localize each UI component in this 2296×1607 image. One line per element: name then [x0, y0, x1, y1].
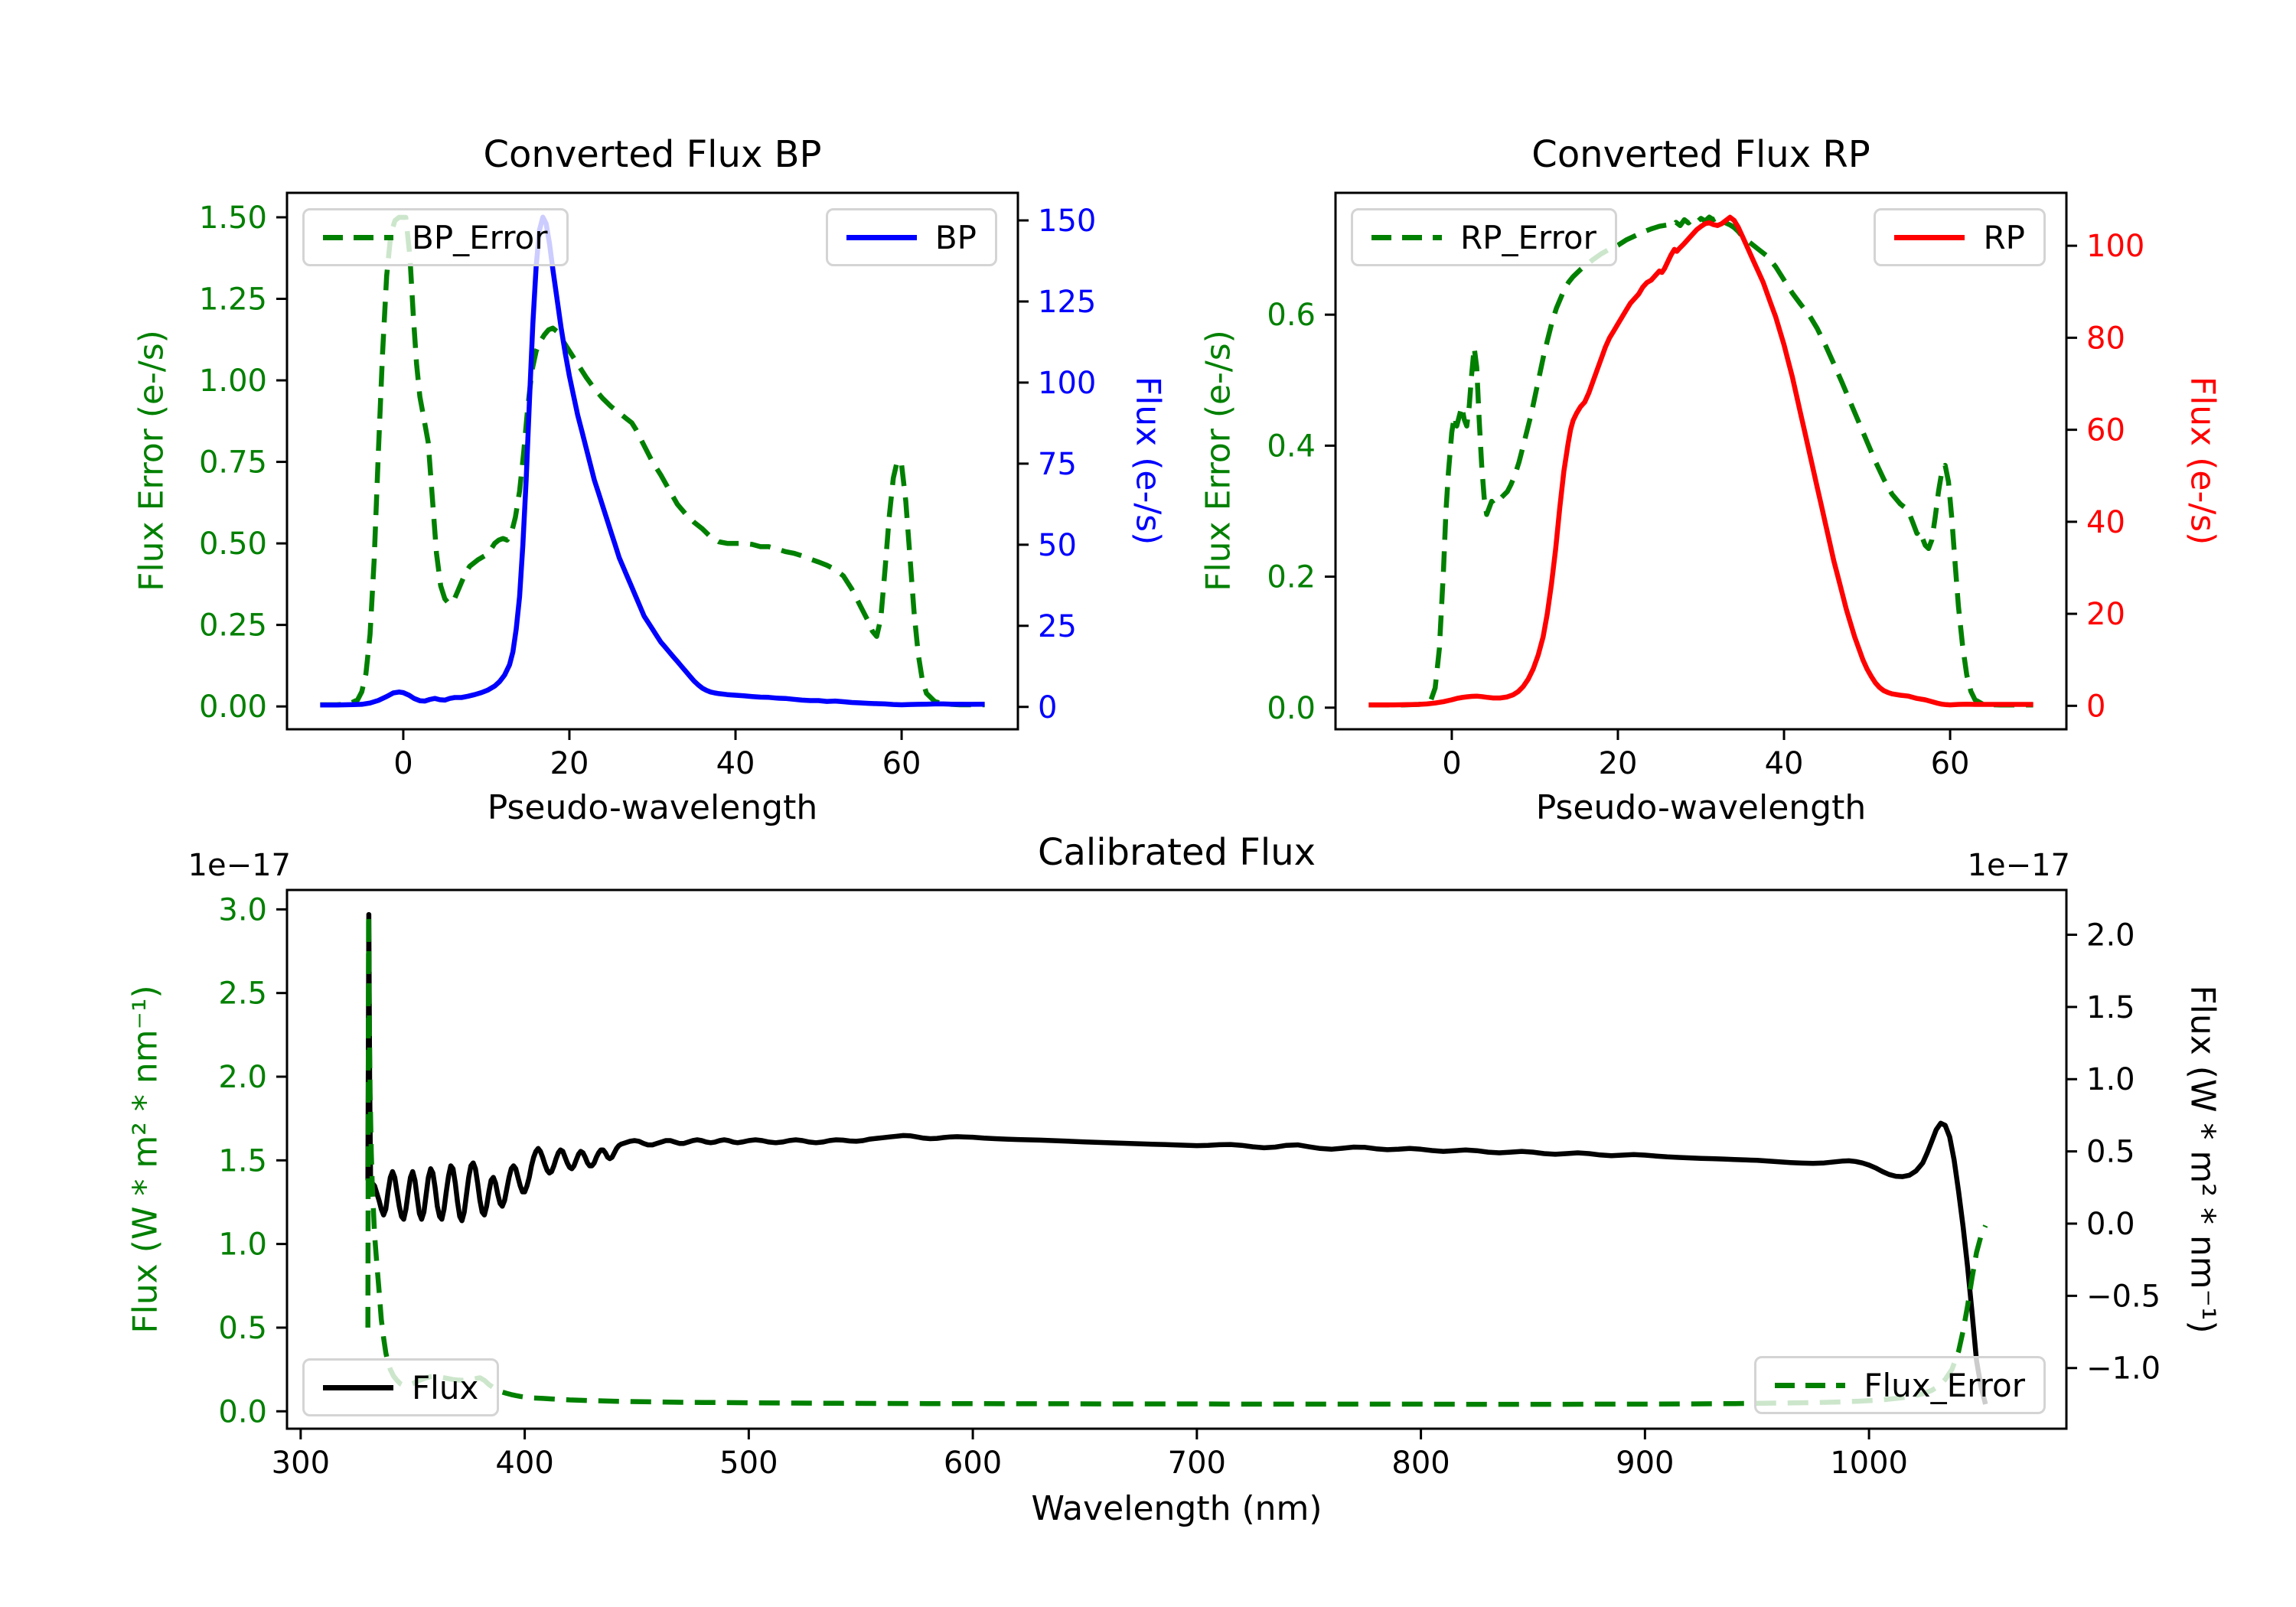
x-tick-label: 400: [495, 1446, 553, 1481]
yleft-tick-label: 1.0: [218, 1227, 267, 1263]
yleft-tick-label: 0.4: [1267, 429, 1316, 464]
bp-line: [320, 214, 985, 708]
bp-xaxis-label: Pseudo-wavelength: [487, 788, 818, 827]
chart-frame: [285, 191, 1019, 731]
yright-tick-label: 75: [1038, 447, 1077, 482]
flux-error-line-sample-icon: [1775, 1382, 1846, 1388]
x-tick-label: 0: [393, 746, 413, 781]
x-tick-label: 0: [1442, 746, 1461, 781]
yright-tick-label: 20: [2086, 597, 2125, 632]
bp-error-line-sample-icon: [323, 234, 393, 240]
x-tick-label: 600: [944, 1446, 1002, 1481]
legend-bp: BP: [825, 208, 997, 266]
legend-rp: RP: [1874, 208, 2046, 266]
yright-tick-label: 50: [1038, 528, 1077, 563]
rp-chart-title: Converted Flux RP: [1531, 133, 1870, 176]
chart-2: 300 400 500 600 700 800 900 1000 0.0 0.5 1.0 1.5 2.0…: [218, 888, 2161, 1481]
x-tick-label: 500: [719, 1446, 778, 1481]
yleft-tick-label: 0.5: [218, 1311, 267, 1346]
legend-bp-error-label: BP_Error: [412, 218, 548, 256]
x-tick-label: 20: [1599, 746, 1638, 781]
yright-tick-label: −1.0: [2086, 1351, 2161, 1387]
x-tick-label: 300: [272, 1446, 330, 1481]
yright-tick-label: 2.0: [2086, 918, 2135, 953]
rp-left-yaxis-label: Flux Error (e-/s): [1199, 330, 1238, 592]
cal-right-offset-label: 1e−17: [1967, 848, 2070, 883]
x-tick-label: 60: [882, 746, 921, 781]
rp-line-sample-icon: [1894, 234, 1965, 240]
yright-tick-label: 80: [2086, 321, 2125, 356]
yright-tick-label: −0.5: [2086, 1279, 2161, 1314]
legend-flux: Flux: [302, 1358, 500, 1416]
legend-rp-label: RP: [1983, 218, 2025, 256]
bp-left-yaxis-label: Flux Error (e-/s): [132, 330, 171, 592]
yleft-tick-label: 0.00: [199, 689, 267, 725]
yleft-tick-label: 1.00: [199, 363, 267, 399]
bp-error-line: [320, 214, 985, 708]
flux-line-sample-icon: [323, 1384, 393, 1390]
yleft-tick-label: 0.6: [1267, 298, 1316, 333]
bp-line-sample-icon: [846, 234, 917, 240]
yright-tick-label: 0.5: [2086, 1135, 2135, 1170]
rp-line: [1368, 214, 2033, 708]
yright-tick-label: 0: [2086, 689, 2105, 724]
chart-0: 0 20 40 60 0.00 0.25 0.50 0.75 1.00 1.25 1.50 0 25 50…: [199, 191, 1096, 781]
rp-right-yaxis-label: Flux (e-/s): [2183, 376, 2223, 546]
cal-left-yaxis-label: Flux (W * m² * nm⁻¹): [126, 985, 165, 1334]
flux-error-line: [365, 911, 1988, 1407]
yleft-tick-label: 1.50: [199, 200, 267, 236]
yright-tick-label: 100: [1038, 366, 1096, 401]
yleft-tick-label: 0.50: [199, 526, 267, 562]
yright-tick-label: 40: [2086, 505, 2125, 540]
cal-left-offset-label: 1e−17: [188, 848, 291, 883]
chart-1: 0 20 40 60 0.0 0.2 0.4 0.6 0 20 40 60 80 100: [1267, 191, 2144, 781]
x-tick-label: 1000: [1830, 1446, 1908, 1481]
x-tick-label: 800: [1391, 1446, 1450, 1481]
x-tick-label: 40: [716, 746, 755, 781]
yleft-tick-label: 0.75: [199, 445, 267, 481]
x-tick-label: 60: [1931, 746, 1970, 781]
legend-flux-error-label: Flux_Error: [1864, 1366, 2025, 1404]
yleft-tick-label: 2.5: [218, 976, 267, 1012]
x-tick-label: 20: [550, 746, 589, 781]
legend-bp-error: BP_Error: [302, 208, 569, 266]
yleft-tick-label: 3.0: [218, 892, 267, 927]
yright-tick-label: 125: [1038, 285, 1096, 320]
cal-right-yaxis-label: Flux (W * m² * nm⁻¹): [2183, 985, 2223, 1334]
cal-chart-title: Calibrated Flux: [1037, 831, 1316, 874]
legend-rp-error: RP_Error: [1351, 208, 1617, 266]
yright-tick-label: 25: [1038, 609, 1077, 644]
yleft-tick-label: 2.0: [218, 1060, 267, 1095]
legend-bp-label: BP: [934, 218, 977, 256]
chart-frame: [1334, 191, 2068, 731]
bp-chart-title: Converted Flux BP: [483, 133, 822, 176]
x-tick-label: 700: [1168, 1446, 1226, 1481]
yleft-tick-label: 1.25: [199, 282, 267, 317]
yright-tick-label: 0: [1038, 690, 1057, 725]
rp-error-line-sample-icon: [1371, 234, 1442, 240]
yright-tick-label: 60: [2086, 413, 2125, 448]
rp-error-line: [1368, 214, 2033, 708]
yright-tick-label: 150: [1038, 204, 1096, 239]
yleft-tick-label: 0.25: [199, 608, 267, 644]
x-tick-label: 900: [1616, 1446, 1674, 1481]
yright-tick-label: 1.0: [2086, 1062, 2135, 1097]
yright-tick-label: 100: [2086, 229, 2144, 264]
yleft-tick-label: 0.2: [1267, 560, 1316, 595]
flux-line: [365, 911, 1988, 1405]
legend-rp-error-label: RP_Error: [1460, 218, 1596, 256]
x-tick-label: 40: [1765, 746, 1804, 781]
yleft-tick-label: 0.0: [1267, 691, 1316, 726]
yleft-tick-label: 1.5: [218, 1143, 267, 1178]
legend-flux-label: Flux: [412, 1368, 479, 1407]
yright-tick-label: 1.5: [2086, 990, 2135, 1025]
yright-tick-label: 0.0: [2086, 1207, 2135, 1242]
legend-flux-error: Flux_Error: [1754, 1356, 2046, 1414]
cal-xaxis-label: Wavelength (nm): [1031, 1489, 1322, 1528]
bp-right-yaxis-label: Flux (e-/s): [1128, 376, 1168, 546]
rp-xaxis-label: Pseudo-wavelength: [1535, 788, 1867, 827]
yleft-tick-label: 0.0: [218, 1394, 267, 1429]
